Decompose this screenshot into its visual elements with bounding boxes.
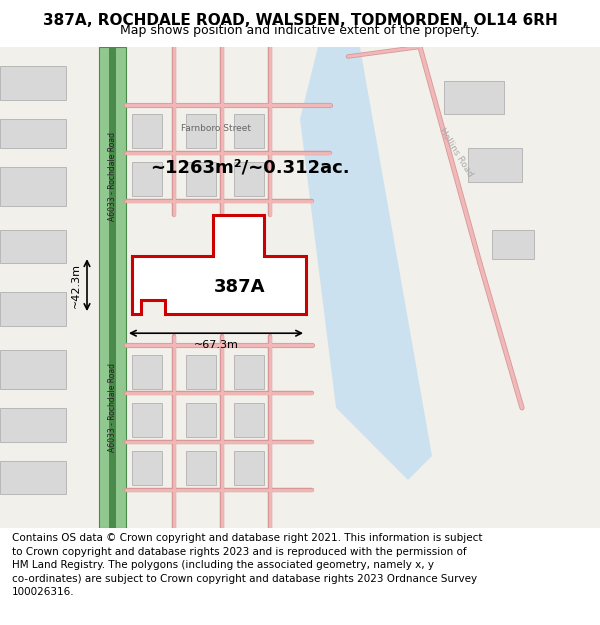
Bar (186, 451, 216, 485)
Text: A6033 - Rochdale Road: A6033 - Rochdale Road (108, 132, 116, 221)
Bar (234, 114, 264, 148)
Polygon shape (99, 47, 126, 528)
Bar (186, 403, 216, 437)
Bar (132, 403, 162, 437)
Bar (132, 114, 162, 148)
Bar (186, 114, 216, 148)
Bar (492, 230, 534, 259)
Bar (0, 230, 66, 264)
Text: 387A: 387A (214, 279, 266, 296)
Text: A6033 - Rochdale Road: A6033 - Rochdale Road (108, 363, 116, 452)
Bar (0, 408, 66, 441)
Bar (234, 162, 264, 196)
Text: Farnboro Street: Farnboro Street (181, 124, 251, 133)
Bar (444, 81, 504, 114)
Bar (0, 119, 66, 148)
Bar (132, 451, 162, 485)
Bar (0, 350, 66, 389)
Text: Map shows position and indicative extent of the property.: Map shows position and indicative extent… (120, 24, 480, 36)
Bar (234, 355, 264, 389)
Bar (186, 355, 216, 389)
Text: ~67.3m: ~67.3m (194, 341, 238, 351)
Bar (0, 292, 66, 326)
Text: ~42.3m: ~42.3m (71, 262, 81, 308)
Polygon shape (132, 215, 306, 314)
Text: Contains OS data © Crown copyright and database right 2021. This information is : Contains OS data © Crown copyright and d… (12, 533, 482, 598)
Text: ~1263m²/~0.312ac.: ~1263m²/~0.312ac. (150, 158, 350, 176)
Bar (234, 403, 264, 437)
Bar (0, 167, 66, 206)
Bar (132, 162, 162, 196)
Polygon shape (300, 47, 432, 480)
Bar (0, 66, 66, 100)
Text: Hollins Road: Hollins Road (437, 127, 475, 179)
Bar (132, 355, 162, 389)
Polygon shape (109, 47, 116, 528)
Bar (186, 162, 216, 196)
Text: 387A, ROCHDALE ROAD, WALSDEN, TODMORDEN, OL14 6RH: 387A, ROCHDALE ROAD, WALSDEN, TODMORDEN,… (43, 13, 557, 28)
Bar (234, 451, 264, 485)
Bar (468, 148, 522, 182)
Bar (0, 461, 66, 494)
